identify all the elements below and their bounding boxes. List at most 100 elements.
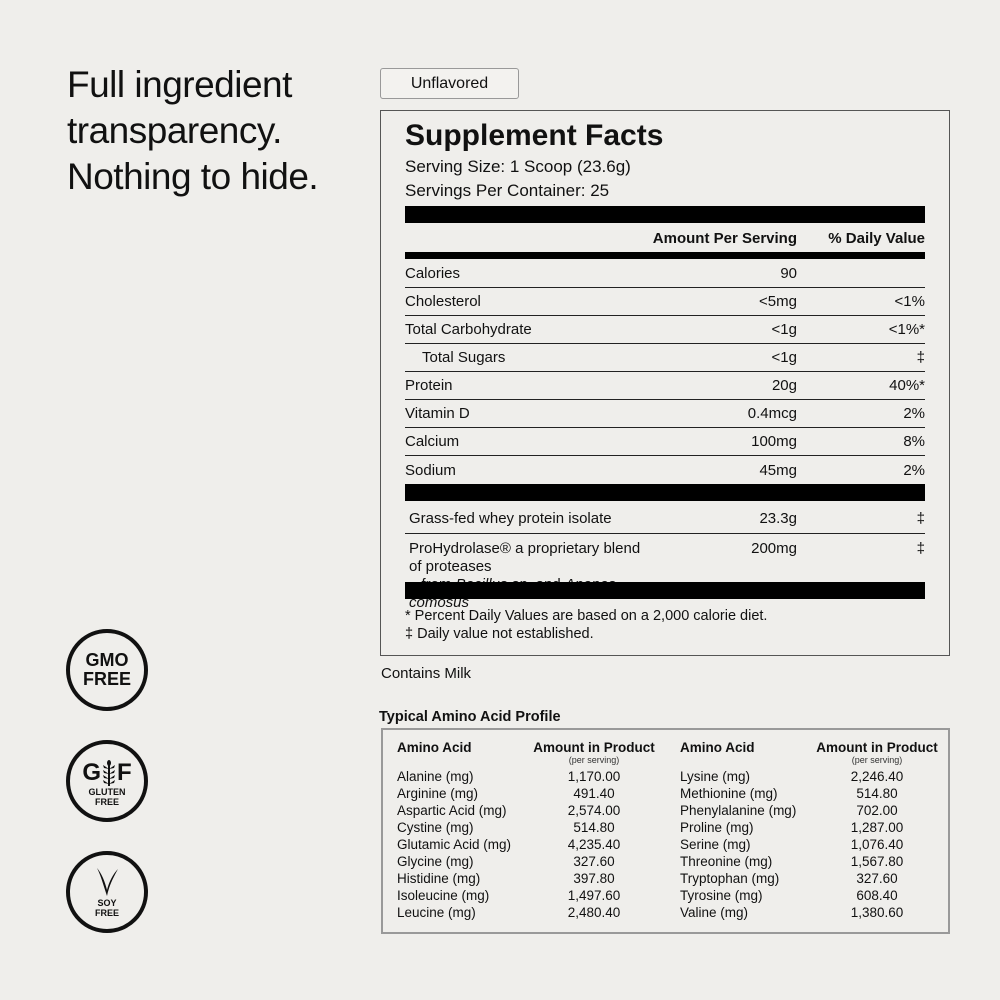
amino-acid-name: Isoleucine (mg) xyxy=(397,888,490,903)
amino-acid-name: Serine (mg) xyxy=(680,837,751,852)
amino-acid-name: Glutamic Acid (mg) xyxy=(397,837,512,852)
nutrient-row: Vitamin D 0.4mcg 2% xyxy=(405,400,925,428)
amino-row: Threonine (mg) 1,567.80 xyxy=(680,853,942,870)
divider-bar xyxy=(405,484,925,501)
divider-bar xyxy=(405,582,925,599)
supplement-facts-panel: Supplement Facts Serving Size: 1 Scoop (… xyxy=(380,110,950,656)
footnote: ‡ Daily value not established. xyxy=(405,626,594,642)
ingredient-amount: 200mg xyxy=(751,540,797,557)
nutrient-amount: <1g xyxy=(771,321,797,338)
ingredient-row: ProHydrolase® a proprietary blend of pro… xyxy=(405,536,925,611)
badge-text: SOY FREE xyxy=(94,898,119,918)
col-dv: % Daily Value xyxy=(828,229,925,247)
amino-acid-amount: 1,567.80 xyxy=(850,854,904,869)
amino-title: Typical Amino Acid Profile xyxy=(379,709,561,725)
nutrient-amount: 0.4mcg xyxy=(747,405,797,422)
amino-column-right: Amino Acid Amount in Product (per serving)… xyxy=(680,740,942,921)
amino-acid-amount: 2,246.40 xyxy=(850,769,904,784)
amino-acid-name: Arginine (mg) xyxy=(397,786,479,801)
ingredient-dv: ‡ xyxy=(916,540,925,557)
amino-header-amount: Amount in Product (per serving) xyxy=(816,740,938,765)
soy-icon xyxy=(97,868,118,896)
amino-row: Lysine (mg) 2,246.40 xyxy=(680,768,942,785)
serving-size: Serving Size: 1 Scoop (23.6g) xyxy=(405,157,631,176)
amino-acid-amount: 1,170.00 xyxy=(567,769,621,784)
amino-acid-amount: 1,076.40 xyxy=(850,837,904,852)
ingredient-name: ProHydrolase® a proprietary blend of pro… xyxy=(409,540,641,611)
nutrient-row: Calories 90 xyxy=(405,260,925,288)
nutrient-row: Protein 20g 40%* xyxy=(405,372,925,400)
amino-acid-amount: 608.40 xyxy=(856,888,898,903)
amino-acid-amount: 1,380.60 xyxy=(850,905,904,920)
facts-title: Supplement Facts xyxy=(405,119,664,152)
nutrient-dv: 8% xyxy=(903,433,925,450)
amino-acid-name: Alanine (mg) xyxy=(397,769,474,784)
amino-acid-name: Methionine (mg) xyxy=(680,786,778,801)
headline: Full ingredient transparency. Nothing to… xyxy=(67,64,319,197)
amino-row: Cystine (mg) 514.80 xyxy=(397,819,659,836)
nutrient-row: Cholesterol <5mg <1% xyxy=(405,288,925,316)
soy-free-badge: SOY FREE xyxy=(66,851,148,933)
amino-acid-table: Amino Acid Amount in Product (per serving)… xyxy=(381,728,950,934)
nutrient-amount: 20g xyxy=(771,377,797,394)
nutrient-amount: <5mg xyxy=(759,293,797,310)
amino-acid-amount: 491.40 xyxy=(573,786,615,801)
amino-row: Alanine (mg) 1,170.00 xyxy=(397,768,659,785)
nutrient-amount: 100mg xyxy=(751,433,797,450)
amino-row: Arginine (mg) 491.40 xyxy=(397,785,659,802)
nutrient-name: Sodium xyxy=(405,461,456,479)
wheat-icon xyxy=(103,760,115,786)
amino-acid-amount: 1,497.60 xyxy=(567,888,621,903)
amino-header-acid: Amino Acid xyxy=(680,740,755,755)
nutrient-row: Total Carbohydrate <1g <1%* xyxy=(405,316,925,344)
amino-row: Proline (mg) 1,287.00 xyxy=(680,819,942,836)
gmo-free-badge: GMO FREE xyxy=(66,629,148,711)
amino-acid-amount: 2,480.40 xyxy=(567,905,621,920)
amino-acid-amount: 327.60 xyxy=(856,871,898,886)
nutrient-row: Sodium 45mg 2% xyxy=(405,456,925,484)
ingredient-row: Grass-fed whey protein isolate 23.3g ‡ xyxy=(405,504,925,534)
amino-acid-amount: 702.00 xyxy=(856,803,898,818)
nutrient-dv: <1% xyxy=(894,293,925,310)
col-amount: Amount Per Serving xyxy=(652,229,797,247)
amino-row: Tryptophan (mg) 327.60 xyxy=(680,870,942,887)
amino-acid-amount: 1,287.00 xyxy=(850,820,904,835)
ingredient-name: Grass-fed whey protein isolate xyxy=(409,510,612,527)
nutrient-name: Total Carbohydrate xyxy=(405,321,532,338)
amino-acid-amount: 327.60 xyxy=(573,854,615,869)
footnote: * Percent Daily Values are based on a 2,… xyxy=(405,608,768,624)
amino-acid-amount: 4,235.40 xyxy=(567,837,621,852)
amino-row: Histidine (mg) 397.80 xyxy=(397,870,659,887)
nutrient-amount: <1g xyxy=(771,349,797,366)
nutrient-name: Cholesterol xyxy=(405,293,481,310)
amino-acid-name: Cystine (mg) xyxy=(397,820,474,835)
amino-row: Tyrosine (mg) 608.40 xyxy=(680,887,942,904)
allergen-statement: Contains Milk xyxy=(381,665,472,682)
facts-header-row: Amount Per Serving % Daily Value xyxy=(405,224,925,252)
amino-row: Isoleucine (mg) 1,497.60 xyxy=(397,887,659,904)
ingredient-dv: ‡ xyxy=(916,510,925,527)
nutrient-dv: ‡ xyxy=(916,349,925,366)
nutrient-name: Calcium xyxy=(405,433,460,450)
amino-acid-amount: 397.80 xyxy=(573,871,615,886)
nutrient-amount: 45mg xyxy=(759,461,797,479)
divider-bar xyxy=(405,252,925,259)
amino-acid-name: Glycine (mg) xyxy=(397,854,474,869)
amino-header-amount: Amount in Product (per serving) xyxy=(533,740,655,765)
ingredient-amount: 23.3g xyxy=(759,510,797,527)
nutrient-row: Calcium 100mg 8% xyxy=(405,428,925,456)
nutrient-name: Vitamin D xyxy=(405,405,470,422)
nutrient-dv: 2% xyxy=(903,405,925,422)
nutrient-name: Total Sugars xyxy=(422,349,506,366)
nutrient-name: Calories xyxy=(405,265,461,282)
gluten-free-badge: G F GLUTEN FREE xyxy=(66,740,148,822)
amino-row: Serine (mg) 1,076.40 xyxy=(680,836,942,853)
amino-acid-name: Phenylalanine (mg) xyxy=(680,803,797,818)
amino-row: Glutamic Acid (mg) 4,235.40 xyxy=(397,836,659,853)
amino-acid-name: Valine (mg) xyxy=(680,905,749,920)
nutrient-dv: <1%* xyxy=(888,321,925,338)
flavor-button-unflavored[interactable]: Unflavored xyxy=(380,68,519,99)
badge-letter: F xyxy=(117,759,132,786)
badge-letter: G xyxy=(82,759,101,786)
amino-row: Valine (mg) 1,380.60 xyxy=(680,904,942,921)
